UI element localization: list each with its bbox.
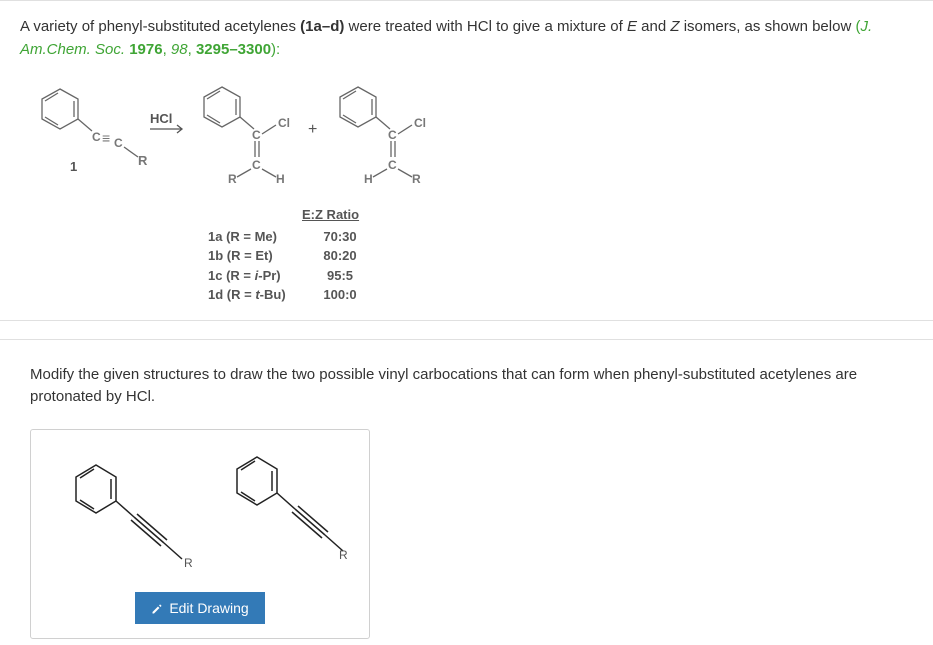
compound-labels: (1a–d) (300, 18, 344, 35)
row-label-1a: 1a (R = Me) (208, 227, 318, 247)
intro-paragraph: A variety of phenyl-substituted acetylen… (20, 16, 913, 61)
intro-text-3: isomers, as shown below (680, 18, 856, 35)
question-panel: Modify the given structures to draw the … (0, 339, 933, 645)
row-value-1a: 70:30 (318, 227, 362, 247)
svg-text:C: C (388, 158, 397, 172)
row-value-1d: 100:0 (318, 285, 362, 305)
question-prompt: Modify the given structures to draw the … (30, 364, 903, 409)
svg-text:C: C (252, 158, 261, 172)
ez-ratio-table: E:Z Ratio 1a (R = Me) 70:30 1b (R = Et) … (208, 205, 913, 305)
r-label-e: R (228, 172, 237, 186)
cl-label-e: Cl (278, 116, 290, 130)
citation-volume: 98 (171, 41, 188, 58)
table-row: 1d (R = t-Bu) 100:0 (208, 285, 913, 305)
table-row: 1b (R = Et) 80:20 (208, 246, 913, 266)
table-row: 1a (R = Me) 70:30 (208, 227, 913, 247)
citation-pages: 3295–3300 (196, 41, 271, 58)
svg-text:C: C (388, 128, 397, 142)
reagent-hcl: HCl (150, 111, 172, 126)
pencil-icon (151, 602, 163, 614)
row-value-1b: 80:20 (318, 246, 362, 266)
drawing-box: R R (30, 429, 370, 639)
triple-bond-symbol: ≡ (102, 130, 110, 146)
row-value-1c: 95:5 (318, 266, 362, 286)
z-isomer: Z (670, 18, 679, 35)
e-isomer: E (627, 18, 637, 35)
h-label-e: H (276, 172, 285, 186)
scheme-svg: C ≡ C R 1 HCl (30, 79, 460, 199)
intro-and: and (637, 18, 670, 35)
edit-button-label: Edit Drawing (169, 600, 248, 616)
reaction-scheme: C ≡ C R 1 HCl (30, 79, 913, 305)
intro-text-2: were treated with HCl to give a mixture … (344, 18, 627, 35)
structure-left: R (46, 447, 196, 577)
r-label-left: R (184, 556, 193, 570)
table-row: 1c (R = i-Pr) 95:5 (208, 266, 913, 286)
plus-sign: + (308, 121, 317, 138)
citation-year: 1976 (125, 41, 163, 58)
r-label-z: R (412, 172, 421, 186)
edit-drawing-button[interactable]: Edit Drawing (135, 592, 264, 624)
intro-text-1: A variety of phenyl-substituted acetylen… (20, 18, 300, 35)
drawing-area: R R (41, 442, 359, 582)
h-label-z: H (364, 172, 373, 186)
cl-label-z: Cl (414, 116, 426, 130)
atom-c2: C (114, 136, 123, 150)
row-label-1d: 1d (R = t-Bu) (208, 285, 318, 305)
ratio-header: E:Z Ratio (302, 205, 359, 225)
compound-1-label: 1 (70, 159, 77, 174)
svg-text:C: C (252, 128, 261, 142)
scheme-panel: A variety of phenyl-substituted acetylen… (0, 0, 933, 321)
r-group-1: R (138, 153, 148, 168)
row-label-1c: 1c (R = i-Pr) (208, 266, 318, 286)
structure-right: R (205, 447, 355, 577)
r-label-right: R (339, 548, 348, 562)
row-label-1b: 1b (R = Et) (208, 246, 318, 266)
atom-c1: C (92, 130, 101, 144)
